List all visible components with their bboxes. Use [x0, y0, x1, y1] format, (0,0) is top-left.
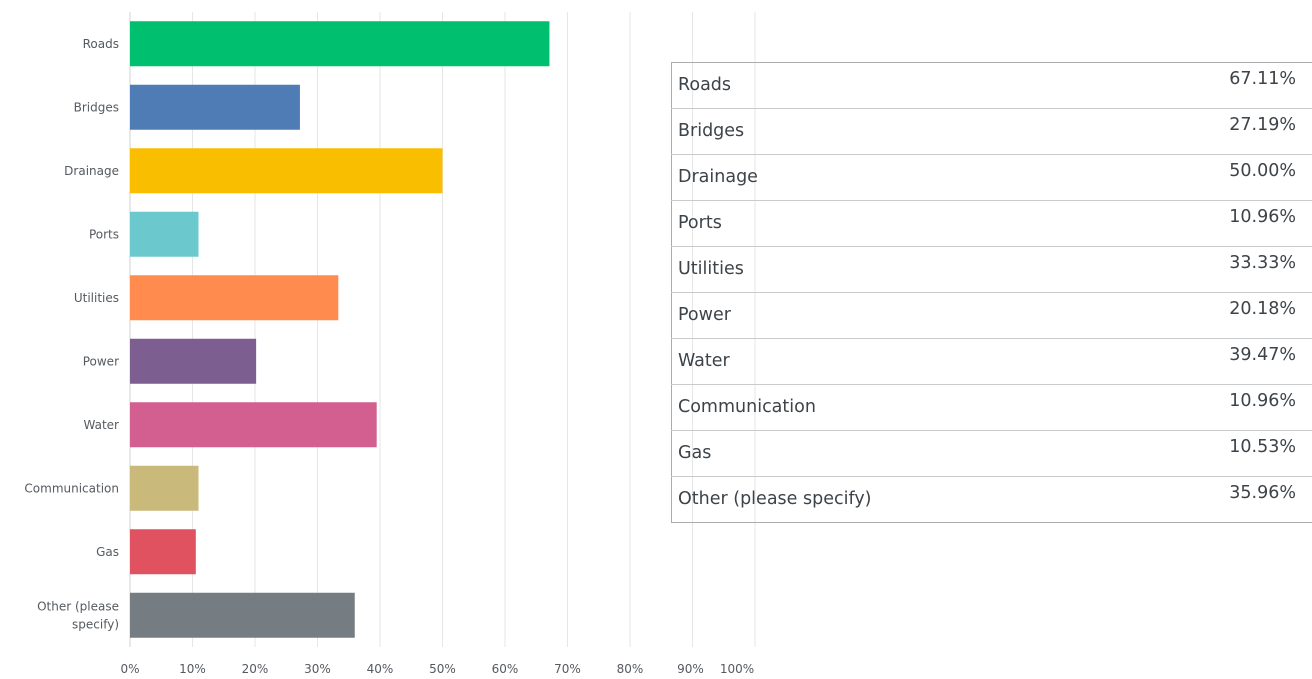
category-label: Water [84, 418, 120, 432]
bar-communication [130, 465, 199, 511]
table-row: Roads 67.11% [672, 63, 1312, 109]
row-label: Gas [671, 430, 1125, 477]
row-value: 27.19% [1124, 108, 1312, 155]
x-tick-label: 40% [367, 662, 394, 676]
category-label: Communication [24, 481, 119, 495]
category-label: Power [83, 354, 119, 368]
row-label: Utilities [671, 246, 1125, 293]
x-tick-label: 20% [242, 662, 269, 676]
table-row: Ports 10.96% [671, 200, 1312, 247]
category-label: Utilities [74, 291, 119, 305]
bar-chart: Roads Bridges Drainage Ports Utilities Power W… [24, 12, 756, 676]
row-value: 33.33% [1124, 246, 1312, 293]
results-table-body: Roads 67.11% Bridges 27.19% Drainage 50.00% Po… [671, 63, 1312, 523]
table-row: Utilities 33.33% [671, 246, 1312, 293]
category-label: Gas [96, 545, 119, 559]
x-axis-tick-labels: 0% 10% 20% 30% 40% 50% 60% 70% 80% 90% 100% [120, 662, 754, 676]
row-value: 10.96% [1124, 384, 1312, 431]
results-table: Roads 67.11% Bridges 27.19% Drainage 50.00% Po… [671, 62, 1312, 523]
bar-roads [130, 21, 550, 67]
table-row: Drainage 50.00% [671, 154, 1312, 201]
bars [130, 21, 550, 638]
x-tick-label: 100% [720, 662, 754, 676]
bar-power [130, 338, 257, 384]
table-row: Communication 10.96% [671, 384, 1312, 431]
row-label: Communication [671, 384, 1125, 431]
x-tick-label: 50% [429, 662, 456, 676]
row-value: 10.96% [1124, 200, 1312, 247]
category-label: Bridges [74, 100, 119, 114]
row-value: 39.47% [1124, 338, 1312, 385]
bar-bridges [130, 84, 300, 130]
category-label: Ports [89, 227, 119, 241]
bar-utilities [130, 275, 339, 321]
row-value: 20.18% [1124, 292, 1312, 339]
x-tick-label: 60% [492, 662, 519, 676]
x-tick-label: 0% [120, 662, 139, 676]
row-value: 10.53% [1124, 430, 1312, 477]
x-tick-label: 80% [617, 662, 644, 676]
row-label: Power [671, 292, 1125, 339]
row-value: 35.96% [1124, 476, 1312, 523]
row-label: Roads [678, 75, 732, 95]
table-row: Bridges 27.19% [671, 108, 1312, 155]
bar-gas [130, 529, 196, 575]
row-label: Other (please specify) [671, 476, 1125, 523]
table-row: Water 39.47% [671, 338, 1312, 385]
table-row: Gas 10.53% [671, 430, 1312, 477]
bar-water [130, 402, 377, 448]
bar-ports [130, 211, 199, 257]
row-label: Water [671, 338, 1125, 385]
bar-drainage [130, 148, 443, 194]
x-tick-label: 30% [304, 662, 331, 676]
x-tick-label: 10% [179, 662, 206, 676]
category-label: Roads [83, 37, 119, 51]
category-label: Other (please specify) [37, 599, 119, 631]
row-label: Ports [671, 200, 1125, 247]
row-label: Bridges [671, 108, 1125, 155]
x-tick-label: 70% [554, 662, 581, 676]
row-value: 67.11% [1229, 69, 1296, 89]
bar-other-please-specify [130, 592, 355, 638]
row-value: 50.00% [1124, 154, 1312, 201]
row-label: Drainage [671, 154, 1125, 201]
category-label: Drainage [64, 164, 119, 178]
category-labels: Roads Bridges Drainage Ports Utilities Power W… [24, 37, 119, 632]
table-row: Other (please specify) 35.96% [671, 476, 1312, 523]
table-row: Power 20.18% [671, 292, 1312, 339]
x-tick-label: 90% [677, 662, 704, 676]
